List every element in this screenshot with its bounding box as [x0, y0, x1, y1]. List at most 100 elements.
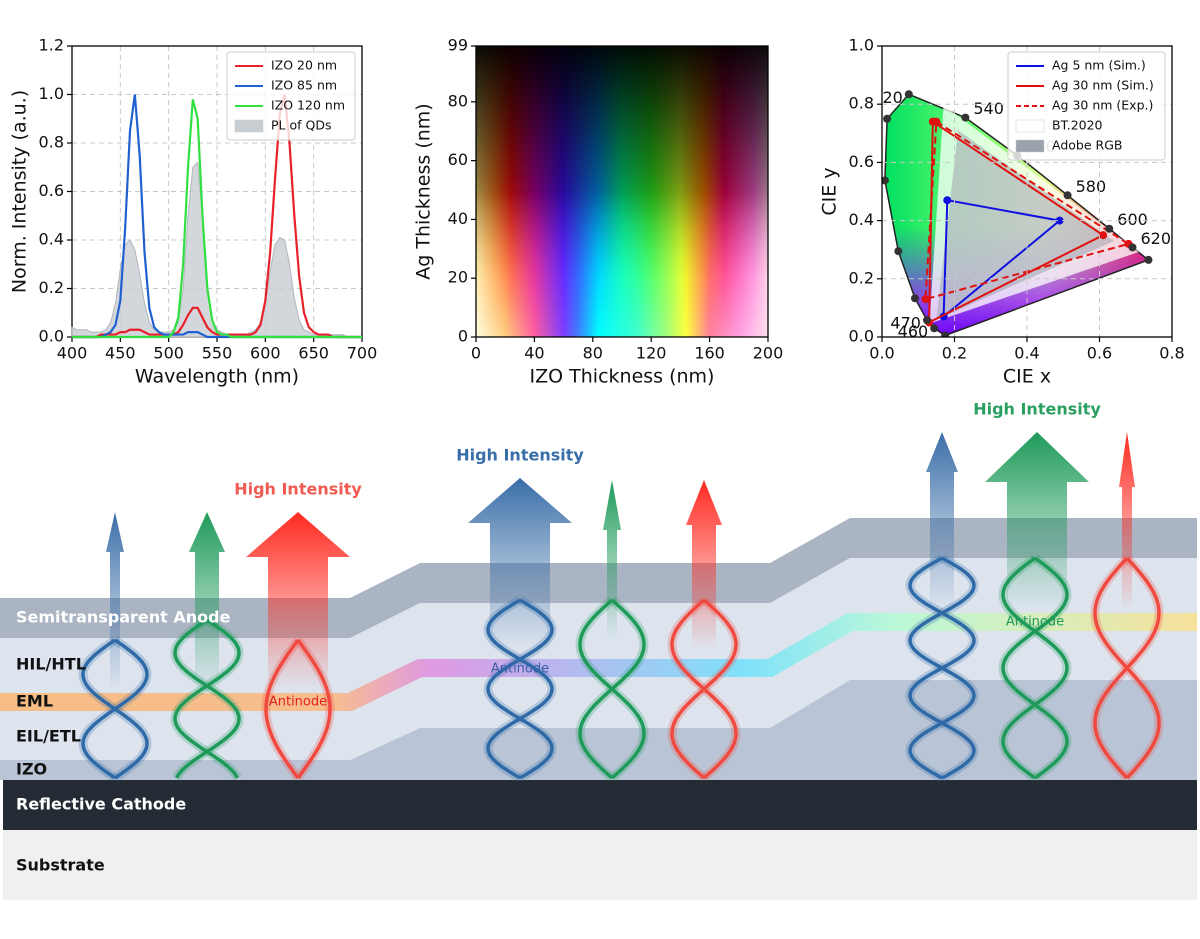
high-intensity-label: High Intensity	[456, 446, 584, 465]
standing-wave	[296, 638, 332, 780]
layer-substrate	[3, 830, 1197, 900]
y-tick-label: 0.4	[849, 210, 874, 229]
x-tick-label: 450	[105, 344, 136, 363]
x-axis-label: IZO Thickness (nm)	[530, 366, 715, 388]
gamut-point	[932, 117, 941, 126]
y-tick-label: 0.6	[849, 152, 874, 171]
standing-wave	[908, 556, 976, 780]
emission-arrow	[468, 478, 572, 650]
standing-wave	[173, 618, 241, 779]
standing-wave	[1093, 556, 1161, 780]
y-tick-label: 0.2	[39, 278, 64, 297]
y-tick-label: 1.0	[39, 84, 64, 103]
standing-wave	[486, 598, 554, 780]
locus-label: 600	[1117, 210, 1148, 229]
standing-wave	[1001, 556, 1069, 780]
emission-arrow	[926, 432, 958, 610]
x-tick-label: 200	[753, 344, 784, 363]
antinode-label: Antinode	[1006, 615, 1064, 630]
layer-label: Semitransparent Anode	[16, 608, 231, 627]
gamut-triangle	[942, 199, 1062, 319]
legend-label: IZO 120 nm	[271, 98, 345, 113]
x-axis-label: Wavelength (nm)	[135, 366, 299, 388]
locus-point	[922, 316, 931, 325]
locus-label: 470	[890, 314, 921, 333]
locus-point	[1128, 243, 1137, 252]
cie-plot: 460470520540560580600620	[872, 88, 1171, 341]
legend-swatch	[234, 119, 264, 133]
layer-eml	[0, 613, 1197, 711]
layer-label: EML	[16, 692, 53, 711]
gamut	[936, 130, 1114, 320]
standing-wave	[1001, 556, 1069, 780]
locus-point	[1063, 191, 1072, 200]
locus-label: 460	[898, 322, 929, 341]
layer-label: IZO	[16, 760, 47, 779]
locus-point	[882, 176, 889, 185]
gamut-triangle	[928, 119, 1106, 325]
high-intensity-label: High Intensity	[973, 400, 1101, 419]
locus-label: 620	[1140, 229, 1171, 248]
x-tick-label: 80	[583, 344, 603, 363]
legend-label: Ag 30 nm (Sim.)	[1052, 78, 1154, 93]
y-tick-label: 0.8	[39, 133, 64, 152]
y-axis-label: Norm. Intensity (a.u.)	[9, 90, 31, 293]
x-tick-label: 550	[202, 344, 233, 363]
x-tick-label: 400	[57, 344, 88, 363]
legend-swatch	[1015, 119, 1045, 133]
locus-point	[894, 247, 903, 256]
x-tick-label: 0.4	[1014, 344, 1039, 363]
emission-arrow	[1119, 432, 1135, 610]
locus-point	[883, 114, 892, 123]
y-tick-label: 0.2	[849, 268, 874, 287]
layer-label: Reflective Cathode	[16, 795, 186, 814]
locus-point	[1144, 255, 1153, 264]
y-tick-label: 0.0	[849, 327, 874, 346]
y-tick-label: 1.2	[39, 36, 64, 55]
y-tick-label: 99	[448, 36, 468, 55]
y-tick-label: 80	[448, 91, 468, 110]
line	[72, 99, 362, 339]
locus-point	[930, 324, 939, 333]
legend-label: Ag 5 nm (Sim.)	[1052, 58, 1146, 73]
x-tick-label: 40	[524, 344, 544, 363]
standing-wave	[264, 638, 300, 780]
emission-arrow	[106, 512, 124, 690]
y-tick-label: 1.0	[849, 36, 874, 55]
x-tick-label: 500	[153, 344, 184, 363]
x-tick-label: 0.2	[942, 344, 967, 363]
y-axis-label: Ag Thickness (nm)	[413, 103, 435, 279]
x-tick-label: 160	[694, 344, 725, 363]
x-tick-label: 600	[250, 344, 281, 363]
y-tick-label: 20	[448, 268, 468, 287]
y-tick-label: 0.4	[39, 230, 64, 249]
locus-point	[910, 294, 919, 303]
legend-label: IZO 85 nm	[271, 78, 337, 93]
x-tick-label: 120	[636, 344, 667, 363]
legend-label: PL of QDs	[271, 118, 331, 133]
x-tick-label: 0.0	[869, 344, 894, 363]
antinode-label: Antinode	[491, 662, 549, 677]
locus-point	[904, 90, 913, 99]
legend-box	[1007, 51, 1166, 161]
y-tick-label: 0.0	[39, 327, 64, 346]
x-tick-label: 700	[347, 344, 378, 363]
standing-wave	[578, 598, 646, 780]
legend-label: BT.2020	[1052, 118, 1103, 133]
emission-arrow	[189, 512, 225, 690]
emission-arrow	[246, 512, 350, 690]
layer-izo	[0, 680, 1197, 780]
gamut-point	[921, 295, 930, 304]
standing-wave	[81, 638, 149, 780]
legend-label: Ag 30 nm (Exp.)	[1052, 98, 1153, 113]
locus-label: 520	[872, 88, 903, 107]
y-tick-label: 0.8	[849, 94, 874, 113]
y-axis-label: CIE y	[819, 167, 841, 215]
legend-swatch	[1015, 139, 1045, 153]
legend-label: IZO 20 nm	[271, 58, 337, 73]
plot-frame	[475, 45, 769, 338]
layer-cathode	[3, 780, 1197, 830]
x-tick-label: 0.6	[1087, 344, 1112, 363]
plot-frame	[881, 45, 1173, 338]
